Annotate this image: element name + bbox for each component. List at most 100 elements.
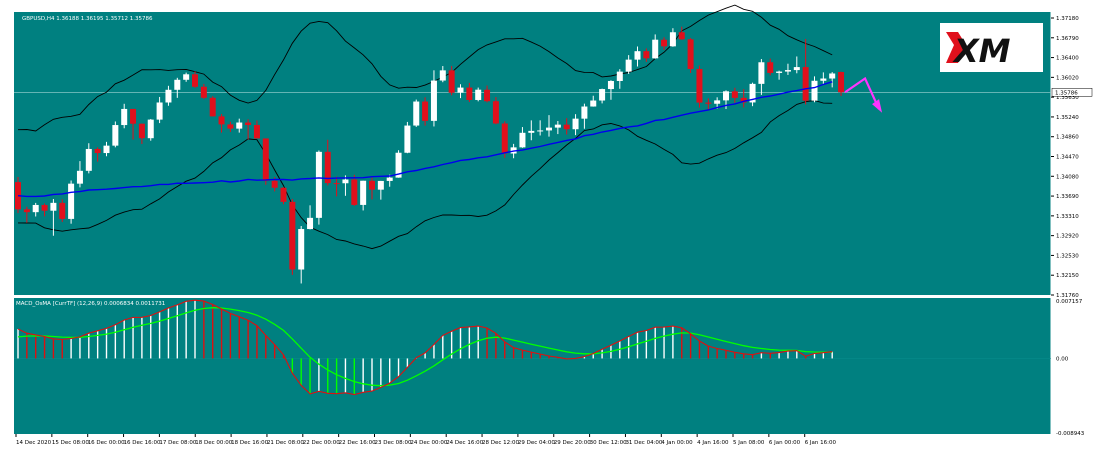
price-tick-label: 1.33690 <box>1056 194 1079 200</box>
candle-body <box>209 97 216 117</box>
candle-body <box>492 101 499 124</box>
main-pane <box>14 12 1051 295</box>
candle-body <box>386 177 393 181</box>
candle-body <box>32 204 39 213</box>
time-tick-label: 4 Jan 00:00 <box>661 440 693 446</box>
time-tick-label: 24 Dec 16:00 <box>446 440 483 446</box>
candle-body <box>749 83 756 103</box>
candle-body <box>307 217 314 230</box>
candle-body <box>245 122 252 125</box>
candle-body <box>484 89 491 102</box>
forecast-arrow-head <box>872 99 883 113</box>
candle-body <box>501 123 508 154</box>
bollinger-lower-band <box>17 100 833 250</box>
price-tick-label: 1.36020 <box>1056 75 1079 81</box>
candle-body <box>369 180 375 190</box>
time-tick-label: 16 Dec 16:00 <box>124 440 161 446</box>
candle-body <box>661 39 668 47</box>
candle-body <box>236 122 243 129</box>
candle-body <box>643 51 650 59</box>
candle-body <box>581 106 588 119</box>
macd-main-line <box>17 299 833 396</box>
candle-body <box>784 70 791 72</box>
time-tick-label: 28 Dec 12:00 <box>482 440 519 446</box>
candle-body <box>41 204 48 211</box>
candle-body <box>678 32 685 40</box>
time-tick-label: 29 Dec 04:00 <box>518 440 555 446</box>
candle-body <box>829 73 836 79</box>
candle-body <box>669 32 676 47</box>
candle-body <box>767 62 774 73</box>
candle-body <box>333 183 340 185</box>
candle-body <box>838 72 845 93</box>
candle-body <box>554 124 561 128</box>
candle-body <box>103 145 110 154</box>
candle-body <box>324 151 331 184</box>
main-title: GBPUSD,H4 1.36188 1.36195 1.35712 1.3578… <box>22 16 153 22</box>
price-tick-label: 1.35630 <box>1056 95 1079 101</box>
time-tick-label: 17 Dec 08:00 <box>159 440 196 446</box>
candle-body <box>218 116 225 125</box>
time-tick-label: 24 Dec 00:00 <box>410 440 447 446</box>
time-tick-label: 18 Dec 00:00 <box>195 440 232 446</box>
candle-body <box>696 68 703 103</box>
time-tick-label: 5 Jan 08:00 <box>733 440 765 446</box>
candle-body <box>271 180 278 188</box>
candle-body <box>811 80 818 101</box>
candle-body <box>466 87 473 100</box>
candle-body <box>360 180 367 205</box>
candle-body <box>590 100 597 107</box>
candle-body <box>298 229 305 270</box>
candle-body <box>130 108 137 124</box>
candle-body <box>94 148 101 154</box>
candle-body <box>59 202 66 219</box>
candle-body <box>820 78 827 81</box>
xm-logo: XM <box>940 23 1043 72</box>
logo-text: XM <box>952 32 1011 70</box>
current-price-label: 1.35786 <box>1055 90 1078 96</box>
candle-body <box>50 202 57 211</box>
candle-body <box>315 151 322 218</box>
time-tick-label: 21 Dec 08:00 <box>267 440 304 446</box>
macd-tick-label: 0.00 <box>1056 356 1069 362</box>
candle-body <box>457 87 464 93</box>
bollinger-upper-band <box>17 4 833 132</box>
macd-tick-label: -0.008943 <box>1056 431 1085 437</box>
macd-tick-label: 0.007157 <box>1056 299 1083 305</box>
candle-body <box>395 152 402 178</box>
candle-body <box>537 130 544 132</box>
candle-body <box>253 124 260 139</box>
price-tick-label: 1.31760 <box>1056 293 1079 299</box>
price-tick-label: 1.34080 <box>1056 174 1079 180</box>
time-tick-label: 23 Dec 08:00 <box>375 440 412 446</box>
candle-body <box>68 183 75 219</box>
candle-body <box>23 209 30 213</box>
candle-body <box>625 59 632 72</box>
candle-body <box>147 119 154 139</box>
price-tick-label: 1.34860 <box>1056 135 1079 141</box>
time-tick-label: 4 Jan 16:00 <box>697 440 729 446</box>
time-tick-label: 15 Dec 08:00 <box>52 440 89 446</box>
candle-body <box>430 80 437 121</box>
time-tick-label: 18 Dec 16:00 <box>231 440 268 446</box>
candle-body <box>616 71 623 81</box>
candle-body <box>599 89 606 101</box>
candle-body <box>377 180 384 190</box>
candle-body <box>174 79 181 90</box>
candle-body <box>776 71 783 73</box>
candle-body <box>192 74 198 87</box>
forecast-arrow-line <box>844 76 881 110</box>
candle-body <box>342 179 349 184</box>
candle-body <box>705 102 712 104</box>
candle-body <box>404 125 411 153</box>
candle-body <box>351 179 358 205</box>
candle-body <box>723 91 729 101</box>
candle-body <box>563 124 570 130</box>
time-tick-label: 30 Dec 12:00 <box>590 440 627 446</box>
candle-body <box>227 124 234 129</box>
time-tick-label: 31 Dec 04:00 <box>625 440 662 446</box>
candle-body <box>793 67 800 71</box>
candle-body <box>76 170 83 184</box>
